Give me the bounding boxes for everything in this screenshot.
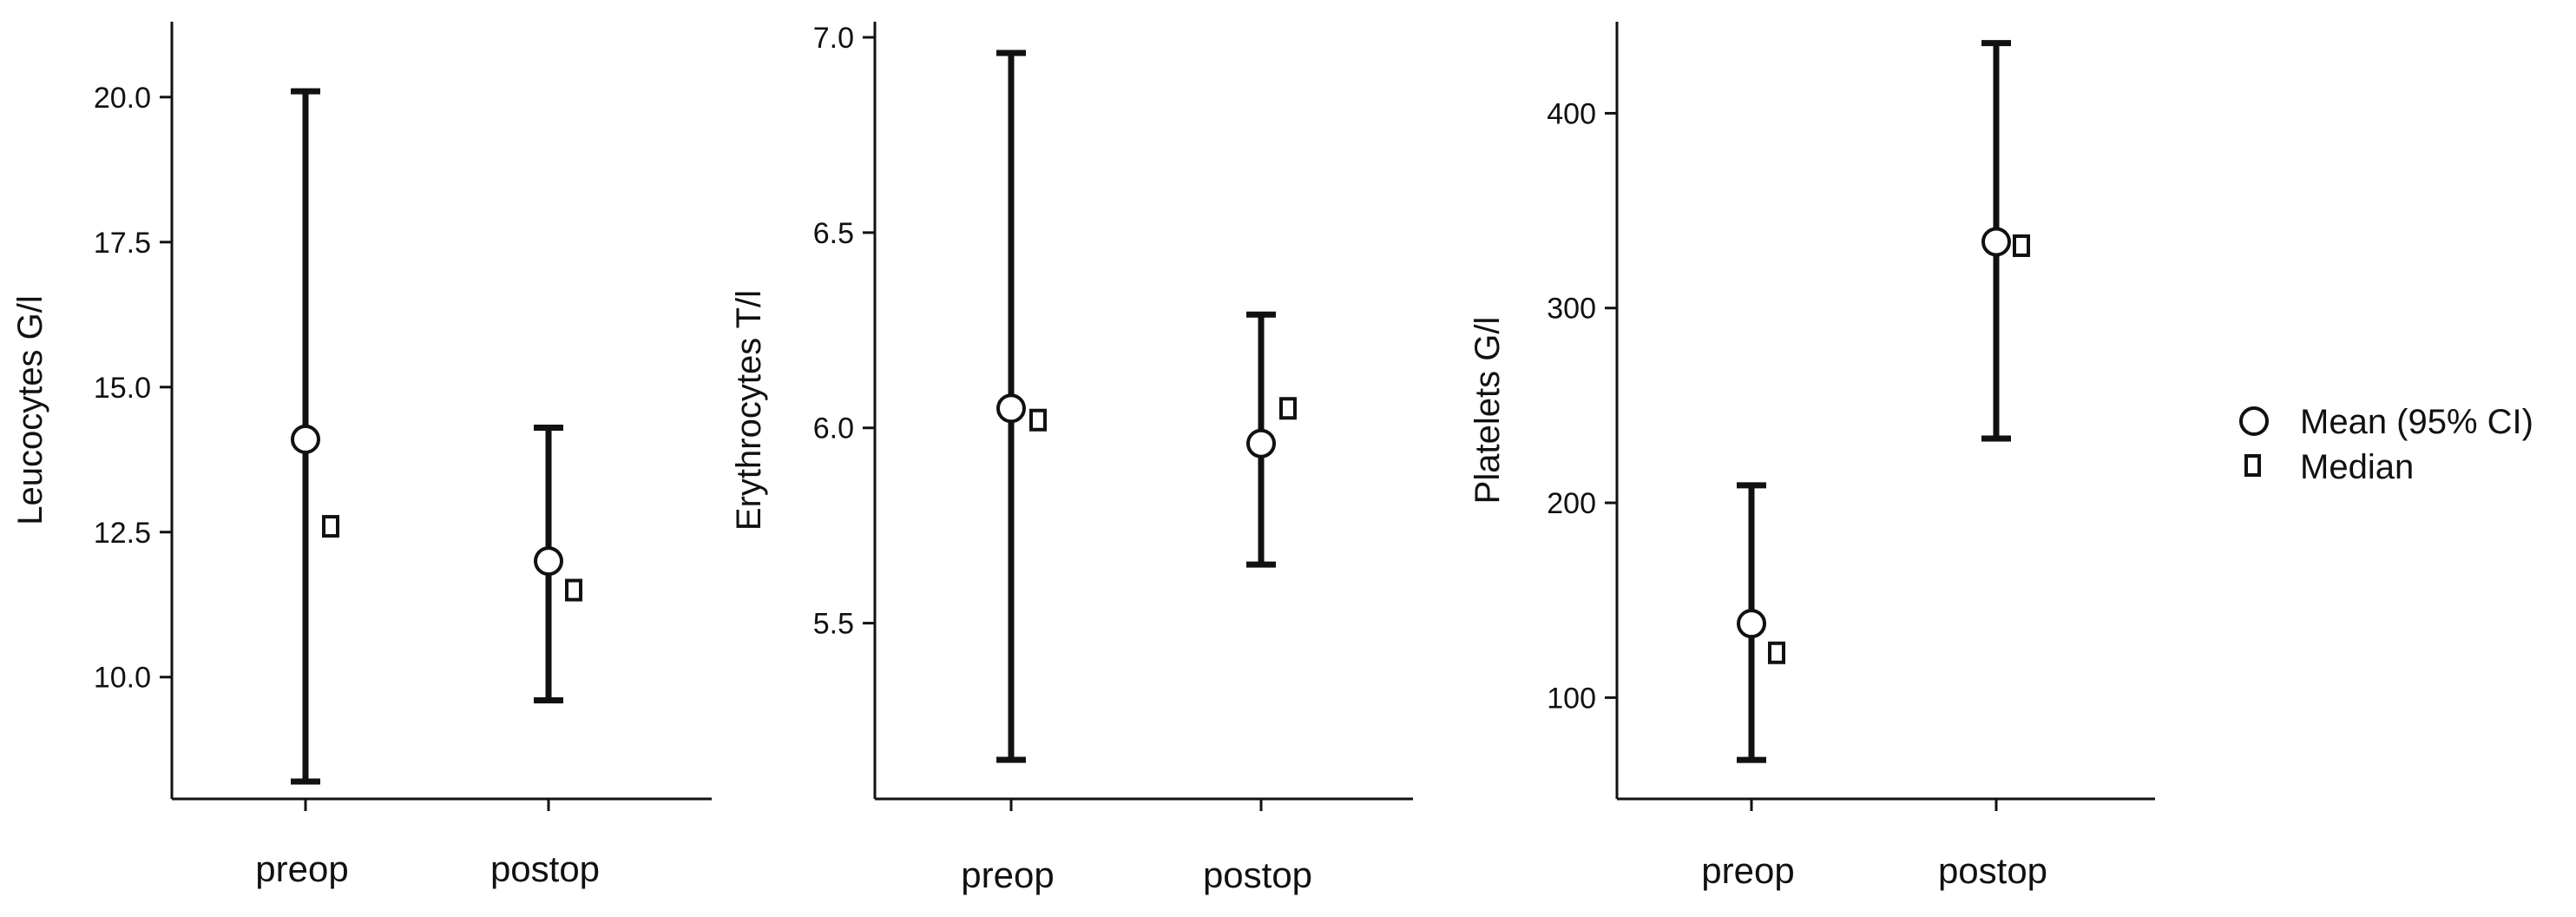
- legend-mean-label: Mean (95% CI): [2300, 403, 2533, 441]
- x-tick-label: preop: [1701, 850, 1794, 891]
- chart-panel-2: 5.5 6.0 6.5 7.0 Erythrocytes T/l preop postop: [730, 22, 1413, 895]
- y-tick-label: 400: [1547, 97, 1596, 130]
- median-point: [1029, 408, 1047, 432]
- y-tick-label: 12.5: [94, 517, 151, 550]
- chart-legend: Mean (95% CI) Median: [2239, 403, 2533, 486]
- median-point: [1279, 397, 1297, 420]
- legend-median-label: Median: [2300, 448, 2414, 486]
- mean-point: [534, 546, 563, 577]
- mean-point: [1981, 227, 2011, 257]
- x-tick-label: postop: [1938, 850, 2047, 891]
- y-tick-label: 20.0: [94, 82, 151, 115]
- median-point: [1768, 641, 1785, 664]
- y-axis-title: Platelets G/l: [1469, 317, 1507, 505]
- y-axis-title: Leucocytes G/l: [11, 295, 49, 525]
- mean-point: [996, 393, 1026, 424]
- y-tick-label: 10.0: [94, 662, 151, 695]
- y-tick-label: 200: [1547, 487, 1596, 520]
- chart-panel-1: 10.0 12.5 15.0 17.5 20.0 Leucocytes G/l preop p…: [11, 22, 712, 889]
- legend-mean-marker: [2239, 406, 2269, 436]
- median-point: [565, 578, 582, 602]
- x-tick-label: preop: [255, 848, 348, 889]
- y-tick-label: 300: [1547, 293, 1596, 326]
- x-tick-label: postop: [490, 848, 600, 889]
- legend-median-marker: [2244, 454, 2261, 477]
- y-tick-label: 15.0: [94, 372, 151, 405]
- y-tick-label: 17.5: [94, 227, 151, 260]
- x-tick-label: preop: [961, 854, 1054, 895]
- mean-point: [1246, 428, 1276, 458]
- y-tick-label: 5.5: [813, 608, 854, 641]
- y-tick-label: 100: [1547, 682, 1596, 715]
- chart-panel-3: 100 200 300 400 Platelets G/l preop postop: [1469, 22, 2155, 891]
- median-point: [322, 515, 339, 538]
- median-point: [2013, 234, 2030, 257]
- mean-point: [291, 424, 320, 454]
- y-tick-label: 7.0: [813, 22, 854, 55]
- y-tick-label: 6.0: [813, 412, 854, 445]
- y-tick-label: 6.5: [813, 217, 854, 250]
- x-tick-label: postop: [1203, 854, 1312, 895]
- y-axis-title: Erythrocytes T/l: [730, 290, 768, 531]
- mean-point: [1737, 609, 1766, 639]
